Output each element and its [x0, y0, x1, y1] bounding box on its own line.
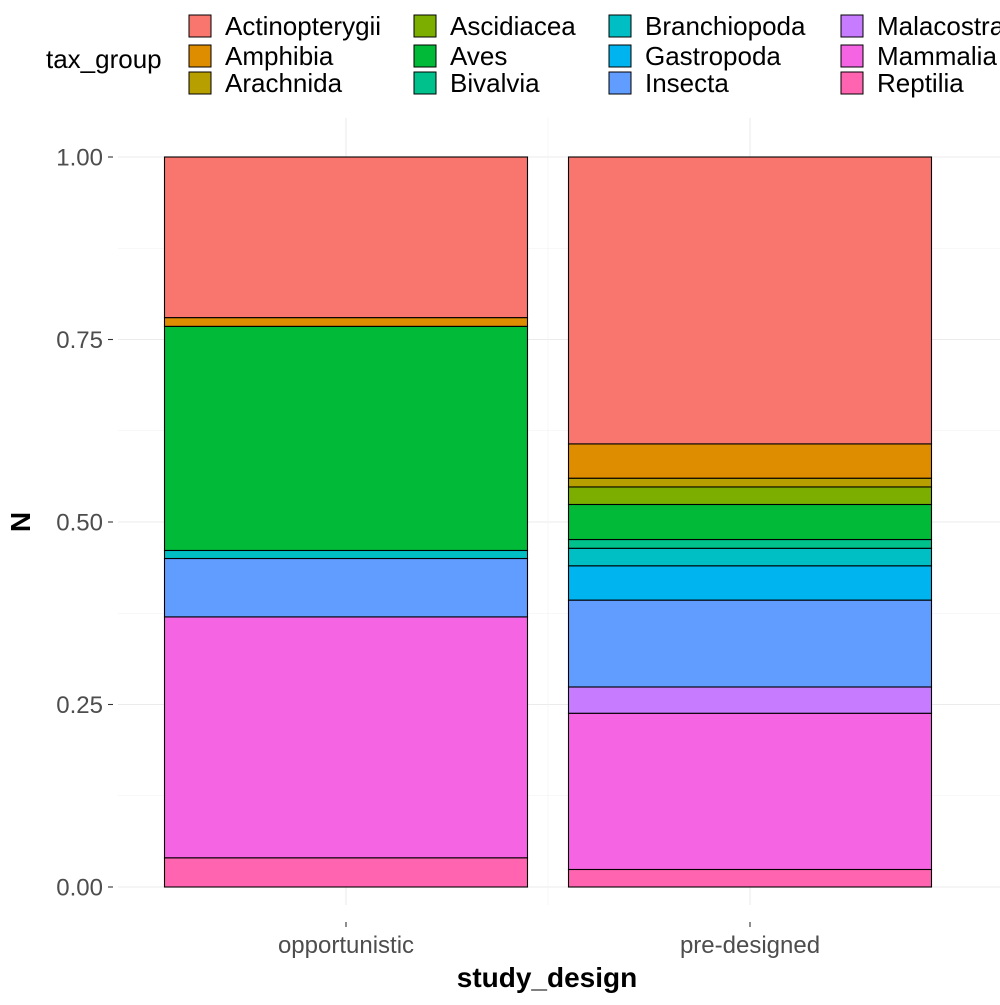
- bar-segment-opportunistic-aves: [163, 325, 529, 552]
- bar-segment-opportunistic-mammalia: [163, 616, 529, 859]
- y-tick-label: 0.25: [56, 692, 103, 719]
- legend-key-gastropoda: [608, 44, 632, 68]
- legend-label-actinopterygii: Actinopterygii: [225, 11, 381, 41]
- x-tick-label-opportunistic: opportunistic: [278, 932, 414, 959]
- bar-segment-pre-designed-mammalia: [567, 712, 933, 871]
- bar-segment-opportunistic-actinopterygii: [163, 156, 529, 319]
- bar-segment-pre-designed-actinopterygii: [567, 156, 933, 445]
- x-axis-title: study_design: [457, 962, 637, 993]
- legend-key-bivalvia: [413, 71, 437, 95]
- legend-label-reptilia: Reptilia: [877, 68, 964, 98]
- legend-key-amphibia: [188, 44, 212, 68]
- legend-key-arachnida: [188, 71, 212, 95]
- bar-segment-pre-designed-branchiopoda: [567, 547, 933, 567]
- legend-label-arachnida: Arachnida: [225, 68, 343, 98]
- bar-segment-opportunistic-amphibia: [163, 317, 529, 327]
- y-tick-label: 1.00: [56, 145, 103, 172]
- legend-label-branchiopoda: Branchiopoda: [645, 11, 806, 41]
- legend-label-ascidiacea: Ascidiacea: [450, 11, 576, 41]
- legend-label-mammalia: Mammalia: [877, 41, 997, 71]
- legend-label-insecta: Insecta: [645, 68, 729, 98]
- legend-key-actinopterygii: [188, 14, 212, 38]
- bar-segment-pre-designed-aves: [567, 503, 933, 541]
- legend-label-gastropoda: Gastropoda: [645, 41, 781, 71]
- bar-segment-pre-designed-reptilia: [567, 868, 933, 888]
- bar-segment-opportunistic-insecta: [163, 557, 529, 618]
- y-tick-label: 0.50: [56, 510, 103, 537]
- legend-title: tax_group: [46, 44, 162, 74]
- y-axis-title: N: [5, 512, 36, 532]
- legend-key-branchiopoda: [608, 14, 632, 38]
- legend-label-bivalvia: Bivalvia: [450, 68, 540, 98]
- bar-segment-pre-designed-malacostraca: [567, 686, 933, 714]
- legend-key-malacostraca: [840, 14, 864, 38]
- legend-key-ascidiacea: [413, 14, 437, 38]
- legend-key-mammalia: [840, 44, 864, 68]
- legend-key-aves: [413, 44, 437, 68]
- legend-label-malacostraca: Malacostraca: [877, 11, 1000, 41]
- legend-key-reptilia: [840, 71, 864, 95]
- y-tick-label: 0.75: [56, 327, 103, 354]
- bar-segment-pre-designed-gastropoda: [567, 565, 933, 601]
- bar-segment-opportunistic-reptilia: [163, 857, 529, 888]
- bar-segment-pre-designed-amphibia: [567, 443, 933, 479]
- bar-segment-pre-designed-arachnida: [567, 477, 933, 488]
- bar-segment-pre-designed-bivalvia: [567, 538, 933, 549]
- legend-label-aves: Aves: [450, 41, 507, 71]
- y-tick-label: 0.00: [56, 875, 103, 902]
- bar-segment-opportunistic-branchiopoda: [163, 549, 529, 560]
- legend-label-amphibia: Amphibia: [225, 41, 334, 71]
- x-tick-label-pre-designed: pre-designed: [680, 932, 820, 959]
- bar-segment-pre-designed-ascidiacea: [567, 486, 933, 506]
- legend-key-insecta: [608, 71, 632, 95]
- axes: 0.00 0.25 0.50 0.75 1.00 opportunistic pre-des…: [5, 145, 820, 994]
- legend: tax_group ActinopterygiiAmphibiaArachnida…: [46, 11, 1000, 98]
- bar-segment-pre-designed-insecta: [567, 599, 933, 688]
- bars: [163, 156, 933, 888]
